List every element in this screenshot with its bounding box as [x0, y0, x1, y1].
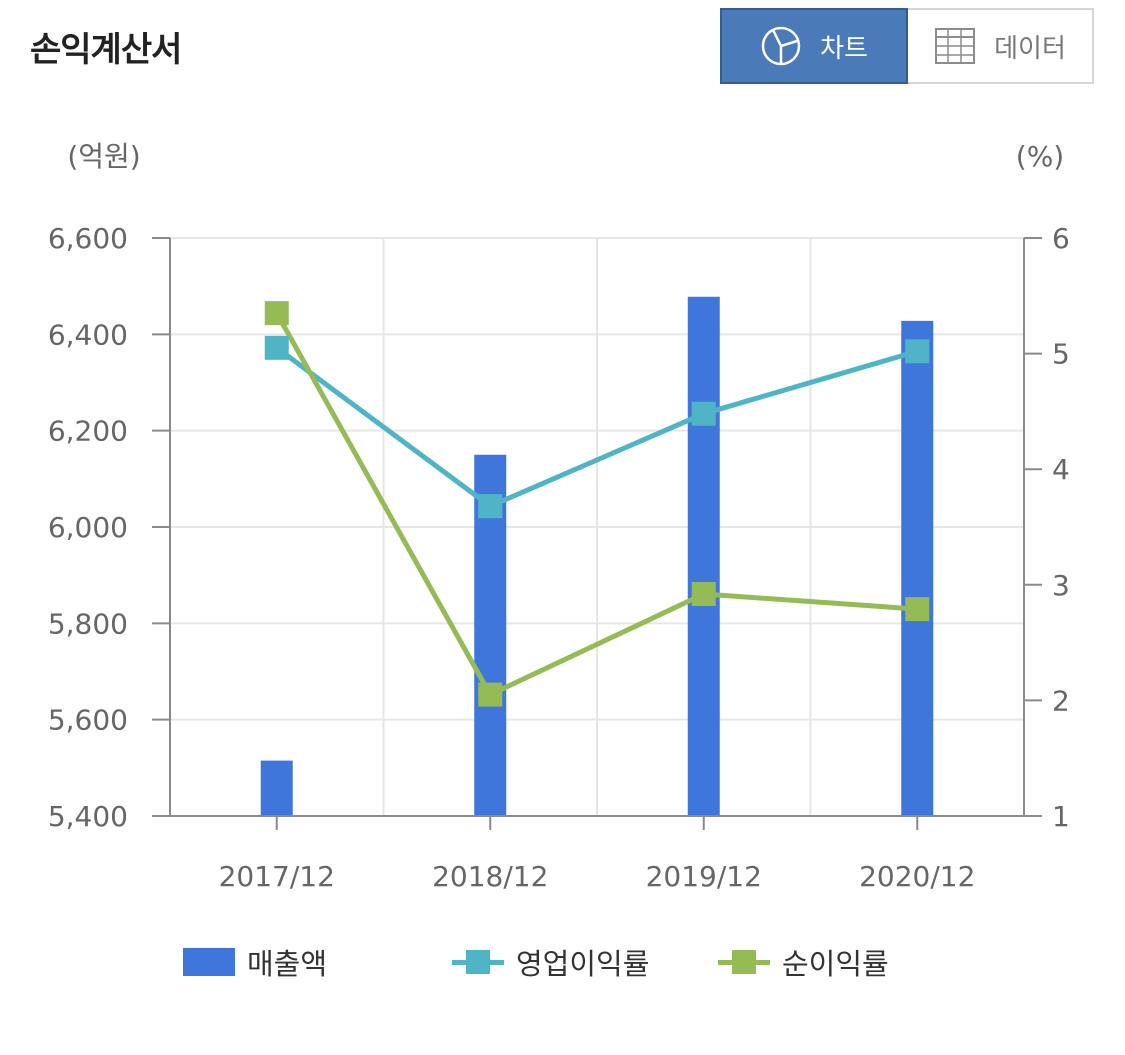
- table-grid-icon: [935, 28, 976, 64]
- legend-line-swatch-net: [718, 948, 770, 976]
- left-axis-tick-label: 6,400: [48, 318, 128, 351]
- legend-item-sales[interactable]: 매출액: [183, 940, 327, 984]
- right-axis-tick-label: 4: [1052, 453, 1070, 486]
- point-net-margin: [264, 301, 289, 326]
- point-net-margin: [478, 682, 503, 707]
- right-axis-unit: (%): [1016, 140, 1064, 173]
- chart-view-button[interactable]: 차트: [720, 8, 908, 84]
- line-operating-margin: [275, 345, 918, 509]
- bar-sales: [901, 320, 934, 816]
- chart-view-label: 차트: [820, 33, 868, 64]
- bar-sales: [687, 296, 720, 817]
- x-axis-tick-label: 2019/12: [646, 860, 762, 893]
- right-axis-tick-label: 3: [1052, 569, 1070, 602]
- legend-label-net-margin: 순이익률: [782, 947, 889, 981]
- data-view-label: 데이터: [994, 33, 1066, 64]
- left-axis-unit: (억원): [67, 140, 140, 173]
- point-net-margin: [691, 582, 716, 607]
- left-axis-tick-label: 6,200: [48, 415, 128, 448]
- right-axis-tick-label: 6: [1052, 222, 1070, 255]
- pie-chart-icon: [761, 26, 801, 66]
- left-axis-tick-label: 5,600: [48, 704, 128, 737]
- legend-line-swatch-operating: [452, 948, 504, 976]
- right-axis-tick-label: 5: [1052, 338, 1070, 371]
- point-operating-margin: [478, 494, 503, 519]
- right-axis-tick-label: 1: [1052, 800, 1070, 833]
- x-axis-tick-label: 2020/12: [859, 860, 975, 893]
- legend-label-operating-margin: 영업이익률: [516, 947, 650, 981]
- view-toggle: 차트 데이터: [720, 8, 1094, 84]
- left-axis-tick-label: 6,000: [48, 511, 128, 544]
- data-view-button[interactable]: 데이터: [908, 8, 1094, 84]
- legend-item-net-margin[interactable]: 순이익률: [718, 940, 889, 984]
- legend-item-operating-margin[interactable]: 영업이익률: [452, 940, 649, 984]
- bar-sales: [260, 760, 293, 816]
- point-operating-margin: [691, 401, 716, 426]
- legend-bar-swatch: [183, 948, 235, 976]
- left-axis-tick-label: 5,800: [48, 607, 128, 640]
- legend-label-sales: 매출액: [247, 947, 328, 981]
- point-operating-margin: [905, 339, 930, 364]
- left-axis-tick-label: 5,400: [48, 800, 128, 833]
- x-axis-tick-label: 2018/12: [432, 860, 548, 893]
- page-title: 손익계산서: [30, 30, 182, 70]
- x-axis-tick-label: 2017/12: [219, 860, 335, 893]
- point-operating-margin: [264, 335, 289, 360]
- left-axis-tick-label: 6,600: [48, 222, 128, 255]
- income-statement-chart: 6,600 6,400 6,200 6,000 5,800 5,600 5,400 6 5 4 3 2…: [48, 140, 1070, 893]
- right-axis-tick-label: 2: [1052, 684, 1070, 717]
- line-net-margin: [274, 311, 918, 698]
- point-net-margin: [905, 597, 930, 622]
